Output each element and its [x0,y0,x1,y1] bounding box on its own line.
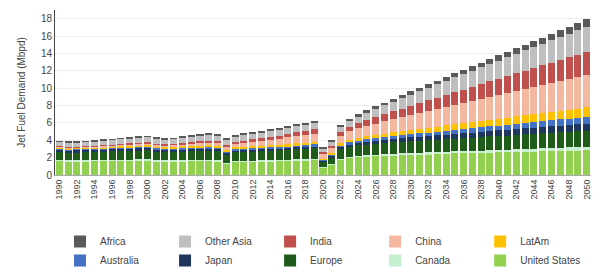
svg-text:2016: 2016 [283,180,293,200]
svg-text:2038: 2038 [476,180,486,200]
svg-text:Australia: Australia [100,255,139,266]
svg-text:2010: 2010 [230,180,240,200]
svg-text:8: 8 [46,100,52,111]
svg-text:2022: 2022 [335,180,345,200]
svg-text:Africa: Africa [100,236,126,247]
svg-text:1998: 1998 [125,180,135,200]
svg-text:16: 16 [41,31,53,42]
svg-text:2002: 2002 [160,180,170,200]
svg-text:China: China [415,236,442,247]
svg-text:United States: United States [520,255,580,266]
svg-text:1990: 1990 [54,180,64,200]
svg-text:2024: 2024 [353,180,363,200]
svg-text:1996: 1996 [107,180,117,200]
svg-text:1994: 1994 [89,180,99,200]
svg-text:Japan: Japan [205,255,232,266]
svg-text:2018: 2018 [300,180,310,200]
svg-text:2014: 2014 [265,180,275,200]
svg-text:2034: 2034 [441,180,451,200]
svg-text:2050: 2050 [582,180,592,200]
svg-text:2000: 2000 [142,180,152,200]
svg-text:Canada: Canada [415,255,450,266]
svg-text:0: 0 [46,170,52,181]
svg-text:2030: 2030 [406,180,416,200]
svg-text:LatAm: LatAm [520,236,549,247]
svg-text:Other Asia: Other Asia [205,236,252,247]
svg-text:2008: 2008 [212,180,222,200]
svg-text:14: 14 [41,48,53,59]
svg-text:2: 2 [46,152,52,163]
svg-text:2026: 2026 [371,180,381,200]
svg-text:6: 6 [46,117,52,128]
svg-text:2042: 2042 [511,180,521,200]
svg-text:India: India [310,236,332,247]
svg-text:2044: 2044 [529,180,539,200]
svg-text:2040: 2040 [494,180,504,200]
svg-text:2006: 2006 [195,180,205,200]
svg-text:2048: 2048 [564,180,574,200]
svg-text:2012: 2012 [248,180,258,200]
svg-text:10: 10 [41,83,53,94]
svg-text:4: 4 [46,135,52,146]
svg-text:Jet Fuel Demand (Mbpd): Jet Fuel Demand (Mbpd) [16,37,27,148]
svg-text:18: 18 [41,13,53,24]
svg-text:2046: 2046 [546,180,556,200]
svg-text:12: 12 [41,65,53,76]
svg-text:2004: 2004 [177,180,187,200]
svg-text:2020: 2020 [318,180,328,200]
svg-text:1992: 1992 [72,180,82,200]
svg-text:2036: 2036 [459,180,469,200]
svg-text:2032: 2032 [423,180,433,200]
svg-text:2028: 2028 [388,180,398,200]
svg-text:Europe: Europe [310,255,343,266]
